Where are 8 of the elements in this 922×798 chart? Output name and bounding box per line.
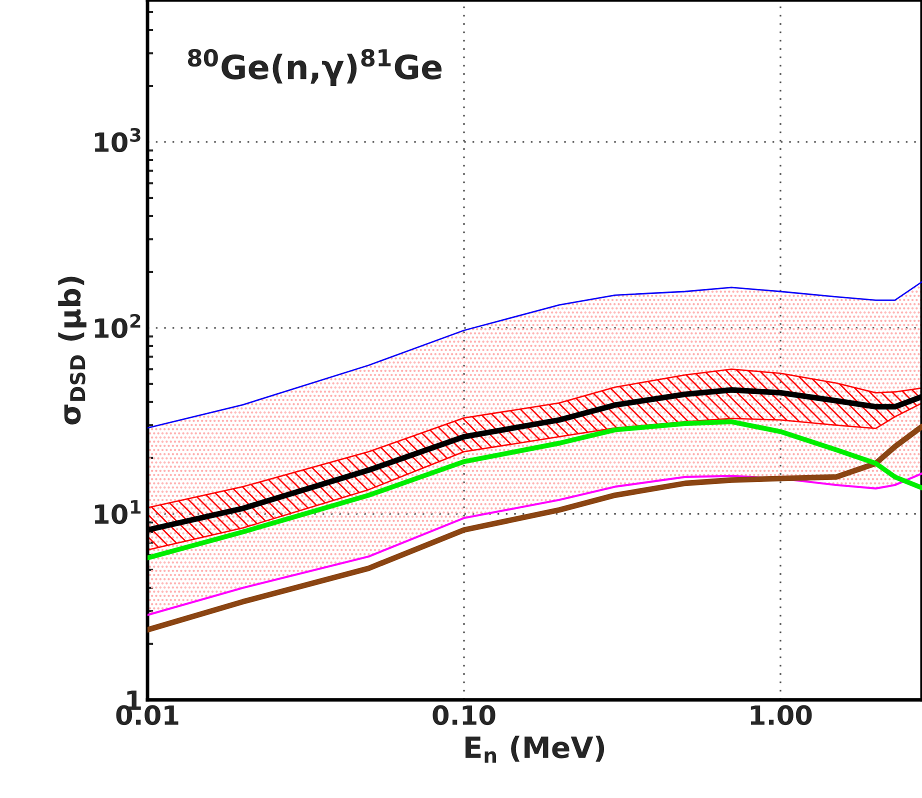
y-tick-label: 10$^{2}$	[94, 314, 140, 338]
x-tick-label: 0.10	[432, 705, 496, 726]
annotation: $^{80}$Ge(n,γ)$^{81}$Ge	[188, 48, 442, 86]
x-axis-title: E$_{n}$ (MeV)	[466, 736, 604, 763]
y-axis-title: σ$_{DSD}$ (μb)	[58, 276, 86, 425]
x-tick-label: 1.00	[750, 705, 812, 726]
y-tick-label: 10$^{1}$	[94, 500, 141, 524]
y-tick-label: 10$^{3}$	[94, 128, 140, 152]
